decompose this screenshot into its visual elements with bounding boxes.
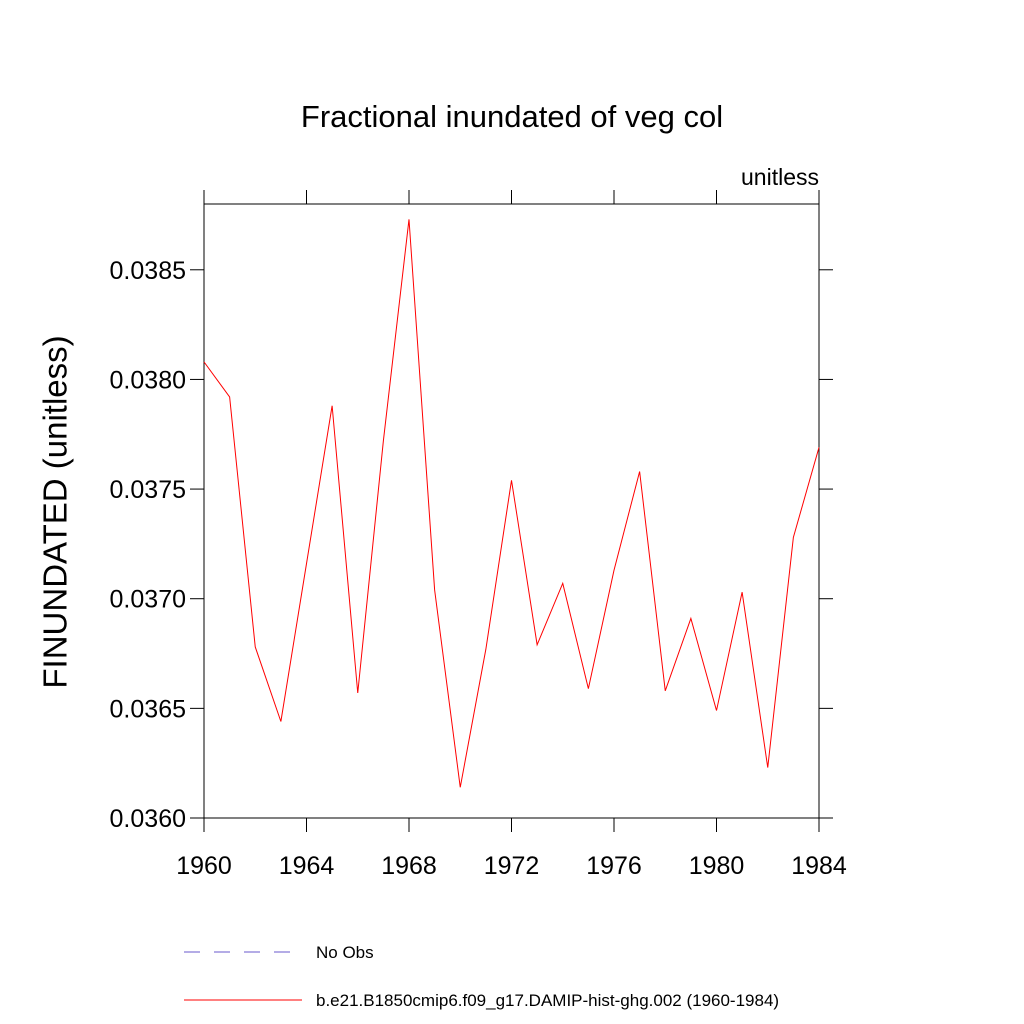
y-tick-label: 0.0370 bbox=[110, 586, 186, 614]
y-tick-label: 0.0360 bbox=[110, 805, 186, 833]
x-tick-label: 1960 bbox=[176, 852, 232, 880]
chart-subtitle: unitless bbox=[741, 164, 819, 190]
chart-title: Fractional inundated of veg col bbox=[301, 99, 723, 134]
y-tick-label: 0.0380 bbox=[110, 366, 186, 394]
x-tick-label: 1968 bbox=[381, 852, 437, 880]
y-axis-label: FINUNDATED (unitless) bbox=[37, 335, 74, 688]
x-tick-label: 1976 bbox=[586, 852, 642, 880]
x-tick-label: 1972 bbox=[484, 852, 540, 880]
legend-label: b.e21.B1850cmip6.f09_g17.DAMIP-hist-ghg.… bbox=[316, 991, 779, 1010]
y-tick-label: 0.0385 bbox=[110, 257, 186, 285]
y-tick-label: 0.0365 bbox=[110, 695, 186, 723]
data-line bbox=[203, 219, 820, 788]
plot-frame bbox=[203, 203, 820, 819]
x-tick-label: 1984 bbox=[791, 852, 847, 880]
y-tick-label: 0.0375 bbox=[110, 476, 186, 504]
x-tick-label: 1980 bbox=[689, 852, 745, 880]
legend-label: No Obs bbox=[316, 943, 374, 962]
x-tick-label: 1964 bbox=[279, 852, 335, 880]
